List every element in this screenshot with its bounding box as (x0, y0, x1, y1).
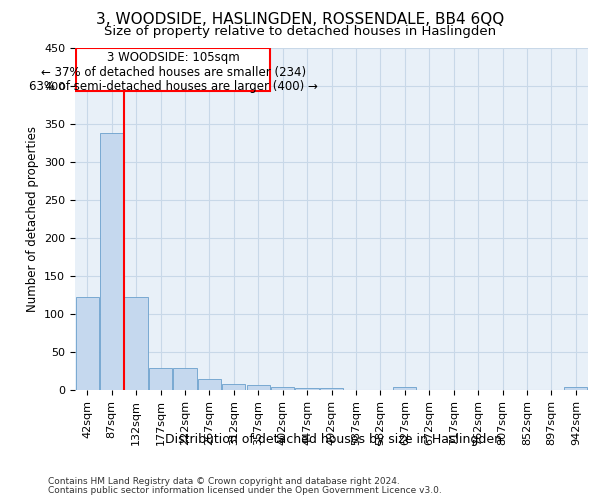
Bar (295, 388, 319, 390)
Bar (100, 132, 123, 390)
Bar (198, 378, 221, 390)
Bar (76, 297, 99, 390)
Bar (564, 387, 587, 390)
Bar (124, 297, 148, 390)
Text: 3, WOODSIDE, HASLINGDEN, ROSSENDALE, BB4 6QQ: 3, WOODSIDE, HASLINGDEN, ROSSENDALE, BB4… (96, 12, 504, 28)
Bar (247, 386, 270, 390)
Text: 63% of semi-detached houses are larger (400) →: 63% of semi-detached houses are larger (… (29, 80, 318, 92)
Text: Size of property relative to detached houses in Haslingden: Size of property relative to detached ho… (104, 25, 496, 38)
Bar (76, 48, 271, 91)
Text: Contains public sector information licensed under the Open Government Licence v3: Contains public sector information licen… (48, 486, 442, 495)
Bar (271, 387, 294, 390)
Bar (149, 368, 172, 390)
Bar (320, 388, 343, 390)
Text: Contains HM Land Registry data © Crown copyright and database right 2024.: Contains HM Land Registry data © Crown c… (48, 477, 400, 486)
Bar (222, 384, 245, 390)
Y-axis label: Number of detached properties: Number of detached properties (26, 126, 38, 312)
Text: 3 WOODSIDE: 105sqm: 3 WOODSIDE: 105sqm (107, 52, 240, 64)
Bar (173, 368, 197, 390)
Bar (393, 387, 416, 390)
Text: Distribution of detached houses by size in Haslingden: Distribution of detached houses by size … (164, 432, 502, 446)
Text: ← 37% of detached houses are smaller (234): ← 37% of detached houses are smaller (23… (41, 66, 306, 78)
